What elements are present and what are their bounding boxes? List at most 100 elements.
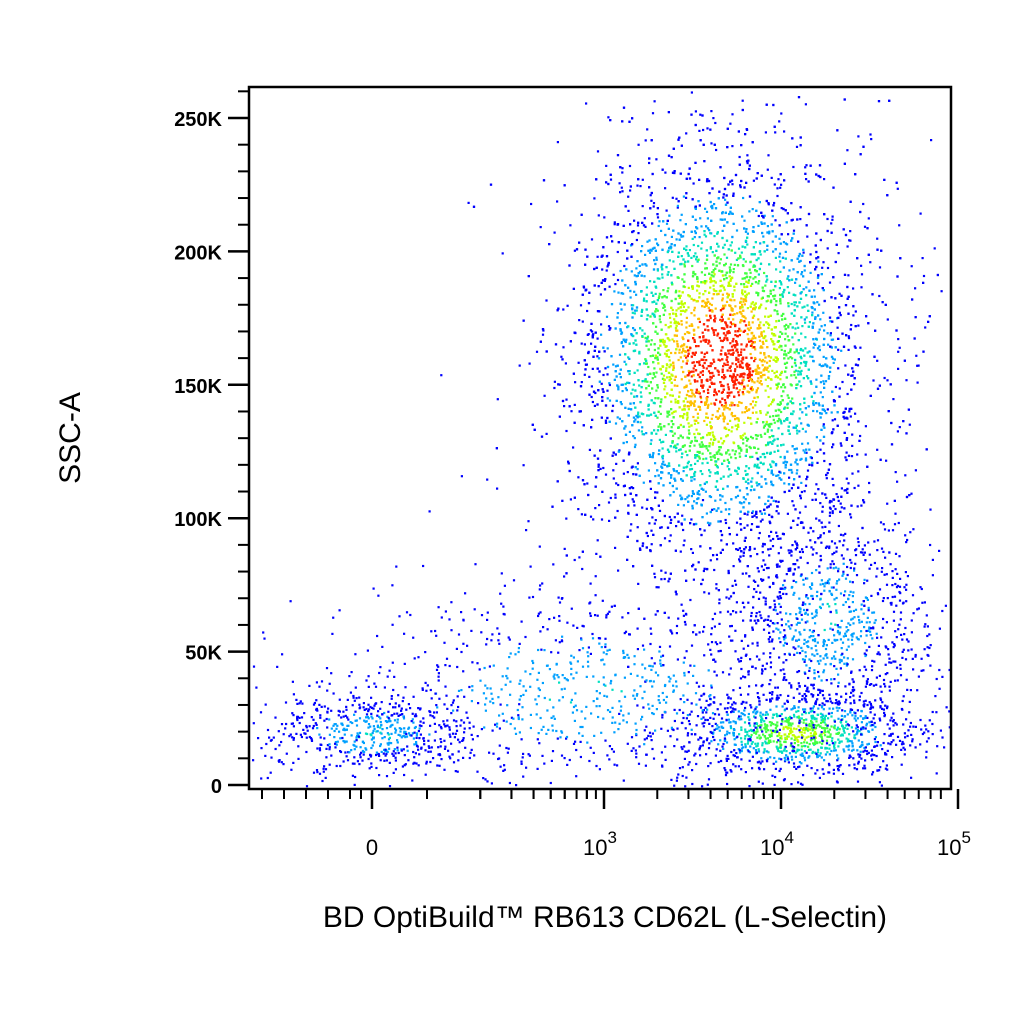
data-point bbox=[670, 408, 673, 411]
data-point bbox=[723, 399, 727, 402]
data-point bbox=[760, 371, 763, 374]
data-point bbox=[631, 230, 634, 234]
data-point bbox=[784, 460, 787, 463]
data-point bbox=[710, 309, 713, 312]
data-point bbox=[631, 316, 634, 319]
data-point bbox=[823, 426, 826, 429]
data-point bbox=[672, 434, 675, 437]
data-point bbox=[769, 415, 772, 418]
data-point bbox=[792, 165, 795, 169]
data-point bbox=[741, 366, 744, 369]
data-point bbox=[659, 477, 663, 480]
data-point bbox=[795, 350, 798, 353]
data-point bbox=[739, 184, 742, 187]
data-point bbox=[751, 511, 754, 514]
data-point bbox=[666, 448, 670, 451]
data-point bbox=[704, 340, 707, 343]
data-point bbox=[747, 292, 750, 295]
data-point bbox=[700, 384, 703, 387]
data-point bbox=[695, 226, 698, 229]
data-point bbox=[737, 417, 740, 420]
data-point bbox=[704, 290, 707, 293]
data-point bbox=[735, 341, 738, 344]
data-point bbox=[669, 572, 672, 575]
data-point bbox=[710, 274, 713, 277]
data-point bbox=[853, 345, 856, 348]
data-point bbox=[720, 404, 724, 407]
data-point bbox=[793, 478, 796, 481]
data-point bbox=[755, 437, 758, 440]
data-point bbox=[771, 332, 774, 335]
data-point bbox=[683, 247, 686, 250]
data-point bbox=[721, 495, 724, 498]
data-point bbox=[743, 373, 746, 376]
data-point bbox=[636, 416, 639, 419]
data-point bbox=[751, 380, 754, 383]
data-point bbox=[623, 303, 626, 306]
data-point bbox=[869, 133, 872, 136]
data-point bbox=[609, 119, 612, 122]
data-point bbox=[704, 338, 707, 342]
data-point bbox=[586, 255, 589, 258]
data-point bbox=[685, 316, 688, 319]
data-point bbox=[573, 249, 576, 252]
data-point bbox=[609, 173, 612, 176]
data-point bbox=[696, 280, 699, 283]
data-point bbox=[800, 273, 803, 276]
data-point bbox=[827, 377, 830, 380]
data-point bbox=[592, 333, 595, 336]
data-point bbox=[802, 275, 805, 278]
data-point bbox=[755, 177, 758, 180]
data-point bbox=[648, 453, 651, 456]
data-point bbox=[518, 364, 521, 367]
data-point bbox=[744, 294, 747, 298]
data-point bbox=[651, 172, 654, 176]
data-point bbox=[621, 190, 624, 193]
data-point bbox=[641, 245, 644, 248]
data-point bbox=[735, 470, 738, 473]
data-point bbox=[661, 447, 664, 450]
data-point bbox=[755, 465, 758, 468]
data-point bbox=[811, 553, 814, 556]
data-point bbox=[591, 418, 594, 421]
data-point bbox=[648, 251, 652, 254]
data-point bbox=[630, 333, 633, 336]
data-point bbox=[667, 287, 670, 290]
data-point bbox=[742, 434, 745, 437]
data-point bbox=[822, 289, 825, 292]
data-point bbox=[728, 408, 731, 411]
data-point bbox=[798, 417, 801, 420]
data-point bbox=[729, 263, 733, 266]
data-point bbox=[705, 457, 708, 460]
data-point bbox=[653, 367, 656, 370]
data-point bbox=[787, 233, 790, 236]
data-point bbox=[767, 202, 770, 205]
data-point bbox=[745, 406, 748, 409]
data-point bbox=[888, 551, 891, 554]
data-point bbox=[840, 294, 843, 297]
data-point bbox=[738, 389, 741, 392]
data-point bbox=[647, 384, 650, 387]
data-point bbox=[769, 356, 773, 359]
data-point bbox=[772, 418, 775, 421]
data-point bbox=[787, 425, 790, 428]
data-point bbox=[741, 245, 744, 248]
data-point bbox=[724, 262, 727, 265]
data-point bbox=[628, 372, 631, 376]
data-point bbox=[635, 414, 638, 418]
data-point bbox=[690, 467, 694, 471]
data-point bbox=[780, 386, 783, 389]
data-point bbox=[719, 218, 722, 221]
data-point bbox=[759, 510, 762, 513]
data-point bbox=[649, 207, 652, 210]
data-point bbox=[745, 473, 748, 476]
data-point bbox=[794, 426, 797, 429]
data-point bbox=[722, 475, 725, 478]
data-point bbox=[760, 334, 763, 337]
data-point bbox=[597, 285, 600, 288]
data-point bbox=[794, 364, 797, 367]
data-point bbox=[750, 523, 754, 526]
data-point bbox=[919, 212, 922, 215]
data-point bbox=[661, 248, 664, 251]
data-point bbox=[763, 222, 766, 225]
